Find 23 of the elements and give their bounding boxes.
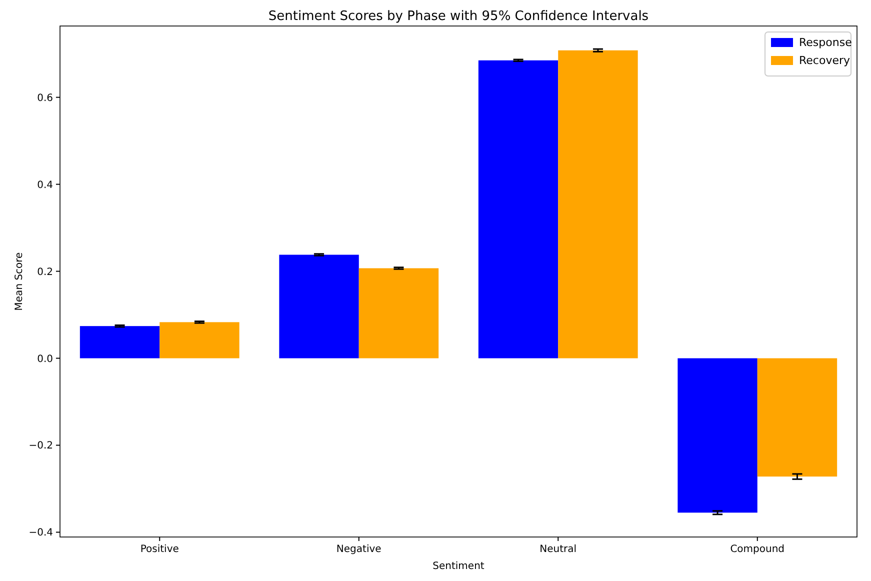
y-axis-title: Mean Score <box>14 252 25 311</box>
y-tick-label: −0.4 <box>28 528 53 539</box>
bar <box>757 358 838 477</box>
bar <box>678 358 758 513</box>
y-tick-label: 0.4 <box>37 180 53 191</box>
x-tick-label: Neutral <box>540 544 577 555</box>
legend-label: Response <box>799 36 852 49</box>
y-tick-label: 0.2 <box>37 266 53 278</box>
bar <box>80 326 160 358</box>
legend-label: Recovery <box>799 54 850 67</box>
bar <box>558 50 638 358</box>
x-tick-label: Positive <box>140 544 179 555</box>
x-axis-title: Sentiment <box>432 561 484 572</box>
bar <box>160 322 240 358</box>
bar <box>358 268 439 358</box>
x-tick-label: Compound <box>730 544 785 555</box>
bar <box>478 60 558 358</box>
x-tick-label: Negative <box>336 544 382 555</box>
y-tick-label: 0.0 <box>37 354 53 365</box>
y-tick-label: 0.6 <box>37 92 53 104</box>
y-tick-label: −0.2 <box>28 440 53 452</box>
chart-title: Sentiment Scores by Phase with 95% Confidence Intervals <box>268 9 649 24</box>
bar <box>279 254 359 358</box>
